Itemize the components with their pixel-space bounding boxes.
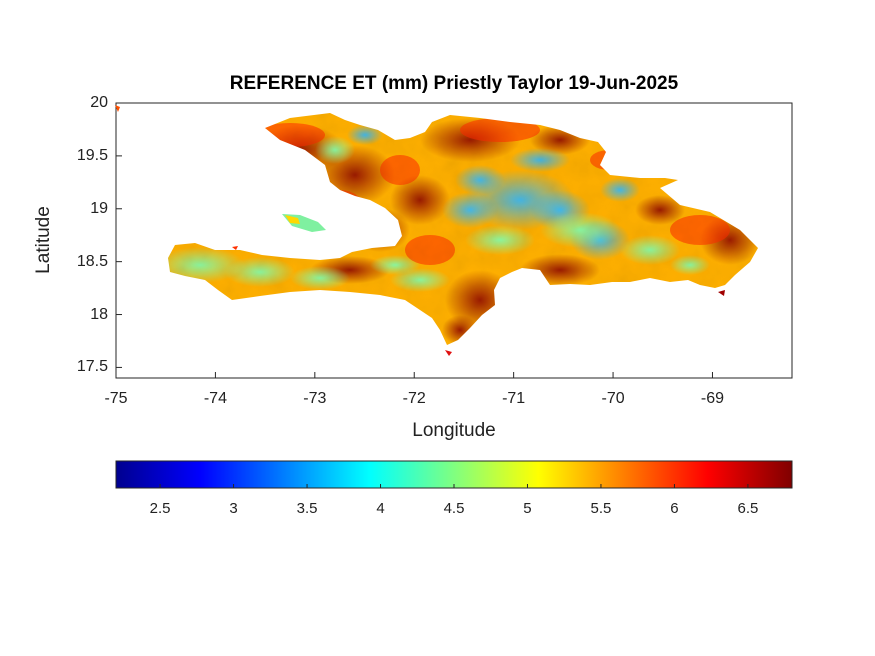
- x-tick-label: -71: [502, 390, 526, 407]
- colorbar-tick-label: 6.5: [737, 500, 759, 517]
- beata-island: [445, 350, 452, 356]
- x-tick-label: -69: [700, 390, 725, 407]
- saona-island: [718, 290, 725, 296]
- y-tick-label: 18.5: [76, 252, 108, 270]
- colorbar-tick-label: 5.5: [590, 500, 612, 517]
- y-axis-label: Latitude: [33, 206, 54, 274]
- x-tick-label: -70: [601, 390, 625, 407]
- colorbar-tick-label: 5: [523, 500, 532, 517]
- y-tick-label: 20: [90, 94, 108, 111]
- x-axis-label: Longitude: [412, 420, 496, 441]
- navassa-fragment: [115, 105, 120, 112]
- colorbar-tick-label: 3.5: [296, 500, 318, 517]
- colorbar: [115, 460, 793, 489]
- x-tick-label: -73: [303, 390, 327, 407]
- y-tick-label: 18: [90, 305, 108, 323]
- colorbar-tick-label: 4.5: [443, 500, 465, 517]
- colorbar-tick-label: 3: [229, 500, 238, 517]
- x-tick-label: -75: [104, 390, 128, 407]
- chart-title: REFERENCE ET (mm) Priestly Taylor 19-Jun…: [229, 73, 679, 94]
- colorbar-tick-label: 6: [670, 500, 679, 517]
- y-tick-label: 19.5: [76, 146, 108, 164]
- y-tick-label: 17.5: [76, 358, 108, 376]
- colorbar-tick-label: 2.5: [149, 500, 171, 517]
- x-tick-label: -72: [402, 390, 426, 407]
- y-tick-label: 19: [90, 199, 108, 217]
- x-tick-label: -74: [203, 390, 227, 407]
- colorbar-tick-label: 4: [376, 500, 385, 517]
